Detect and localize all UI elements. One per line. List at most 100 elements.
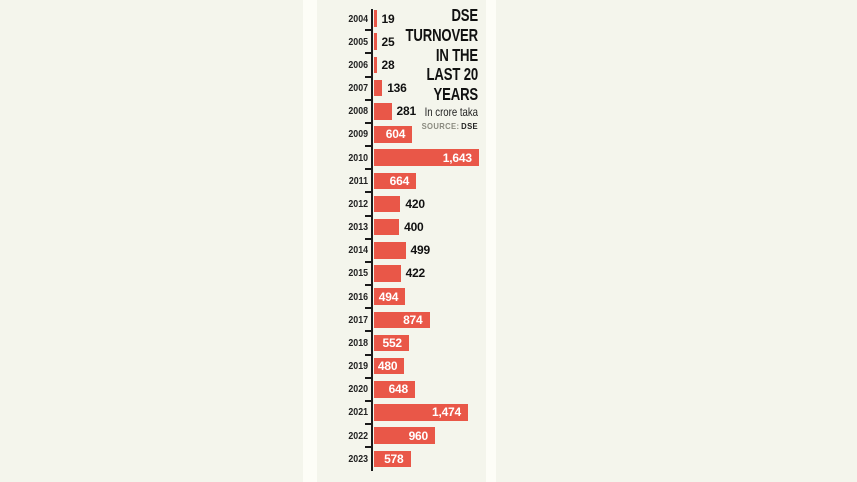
year-label: 2010 xyxy=(348,151,368,164)
axis-tick xyxy=(365,353,371,356)
chart-row: 2004 19 xyxy=(314,7,857,30)
bar xyxy=(373,195,401,213)
bar xyxy=(373,56,377,74)
year-label: 2012 xyxy=(348,197,368,210)
bar: 494 xyxy=(373,288,406,305)
value-label: 1,474 xyxy=(431,405,461,420)
bar: 480 xyxy=(373,357,405,375)
value-label: 28 xyxy=(381,57,395,72)
bar: 578 xyxy=(373,450,411,468)
source-label: SOURCE: xyxy=(421,120,460,131)
chart-row: 2013 400 xyxy=(314,216,857,239)
value-label: 874 xyxy=(403,312,423,327)
chart-title-line: TURNOVER xyxy=(405,24,479,45)
source-value: DSE xyxy=(461,120,478,131)
bar xyxy=(373,103,392,120)
bar-area: 1,474 xyxy=(373,401,468,424)
year-label: 2016 xyxy=(348,290,368,303)
bar-area: 664 xyxy=(373,169,417,192)
year-label: 2023 xyxy=(348,452,368,465)
axis-tick xyxy=(365,446,371,449)
chart-row: 2022 960 xyxy=(314,424,857,447)
chart-row: 2009 604 xyxy=(314,123,857,146)
chart-row: 2006 28 xyxy=(314,53,857,76)
year-label: 2017 xyxy=(348,313,368,326)
axis-tick xyxy=(365,330,371,333)
bar-area: 1,643 xyxy=(373,146,479,169)
axis-tick xyxy=(365,191,371,194)
value-label: 420 xyxy=(405,196,425,211)
bar-area: 422 xyxy=(373,262,426,285)
bar xyxy=(373,79,383,97)
value-label: 604 xyxy=(385,127,406,142)
year-label: 2011 xyxy=(348,174,368,187)
axis-tick xyxy=(365,145,371,148)
chart-row: 2016 494 xyxy=(314,285,857,308)
y-axis-line xyxy=(371,9,373,471)
value-label: 499 xyxy=(410,243,431,258)
bar: 648 xyxy=(373,381,415,398)
year-label: 2018 xyxy=(348,336,368,349)
axis-tick xyxy=(365,237,371,240)
bar: 874 xyxy=(373,311,430,329)
chart-title-line: IN THE xyxy=(435,44,478,65)
bar-area: 480 xyxy=(373,355,405,378)
bar-area: 960 xyxy=(373,424,435,447)
value-label: 648 xyxy=(388,382,409,397)
bar: 604 xyxy=(373,126,413,143)
bar-area: 281 xyxy=(373,100,417,123)
bar: 552 xyxy=(373,334,409,352)
bar-area: 499 xyxy=(373,239,431,262)
bar-area: 28 xyxy=(373,53,395,76)
chart-row: 2021 1,474 xyxy=(314,401,857,424)
value-label: 19 xyxy=(381,11,395,26)
year-label: 2007 xyxy=(348,82,368,95)
source-line: SOURCE: DSE xyxy=(334,120,478,131)
axis-tick xyxy=(365,214,371,217)
value-label: 1,643 xyxy=(442,150,472,165)
chart-row: 2014 499 xyxy=(314,239,857,262)
bar-area: 604 xyxy=(373,123,413,146)
axis-tick xyxy=(365,260,371,263)
bar-area: 578 xyxy=(373,447,411,470)
bar-area: 400 xyxy=(373,216,424,239)
value-label: 664 xyxy=(389,173,410,188)
chart-title-line: LAST 20 xyxy=(426,64,479,85)
chart-title-block: DSE TURNOVER IN THE LAST 20 YEARS In crore t… xyxy=(318,5,479,131)
axis-tick xyxy=(365,168,371,171)
chart-row: 2007 136 xyxy=(314,77,857,100)
bar-area: 136 xyxy=(373,77,407,100)
chart-unit-label: In crore taka xyxy=(424,104,478,119)
chart-title-line: YEARS xyxy=(433,84,479,105)
bar-area: 420 xyxy=(373,192,425,215)
axis-tick xyxy=(365,98,371,101)
year-label: 2021 xyxy=(348,406,368,419)
chart-row: 2005 25 xyxy=(314,30,857,53)
year-label: 2022 xyxy=(348,429,368,442)
axis-tick xyxy=(365,376,371,379)
chart-title-line: DSE xyxy=(451,5,478,25)
bar-area: 552 xyxy=(373,331,409,354)
year-label: 2009 xyxy=(348,128,368,141)
bar: 1,643 xyxy=(373,149,479,166)
bar-area: 25 xyxy=(373,30,395,53)
value-label: 136 xyxy=(387,81,407,96)
year-label: 2006 xyxy=(348,58,368,71)
value-label: 552 xyxy=(382,335,402,350)
value-label: 480 xyxy=(377,359,398,374)
year-label: 2005 xyxy=(348,35,368,48)
axis-tick xyxy=(365,423,371,426)
bar-area: 494 xyxy=(373,285,406,308)
year-label: 2014 xyxy=(348,244,368,257)
chart-row: 2011 664 xyxy=(314,169,857,192)
year-label: 2019 xyxy=(348,360,368,373)
value-label: 281 xyxy=(396,104,417,119)
bar: 1,474 xyxy=(373,404,468,421)
chart-row: 2019 480 xyxy=(314,355,857,378)
bar-area: 648 xyxy=(373,378,415,401)
chart-row: 2018 552 xyxy=(314,331,857,354)
value-label: 422 xyxy=(405,266,426,281)
chart-row: 2023 578 xyxy=(314,447,857,470)
value-label: 25 xyxy=(381,34,395,49)
value-label: 578 xyxy=(384,451,404,466)
